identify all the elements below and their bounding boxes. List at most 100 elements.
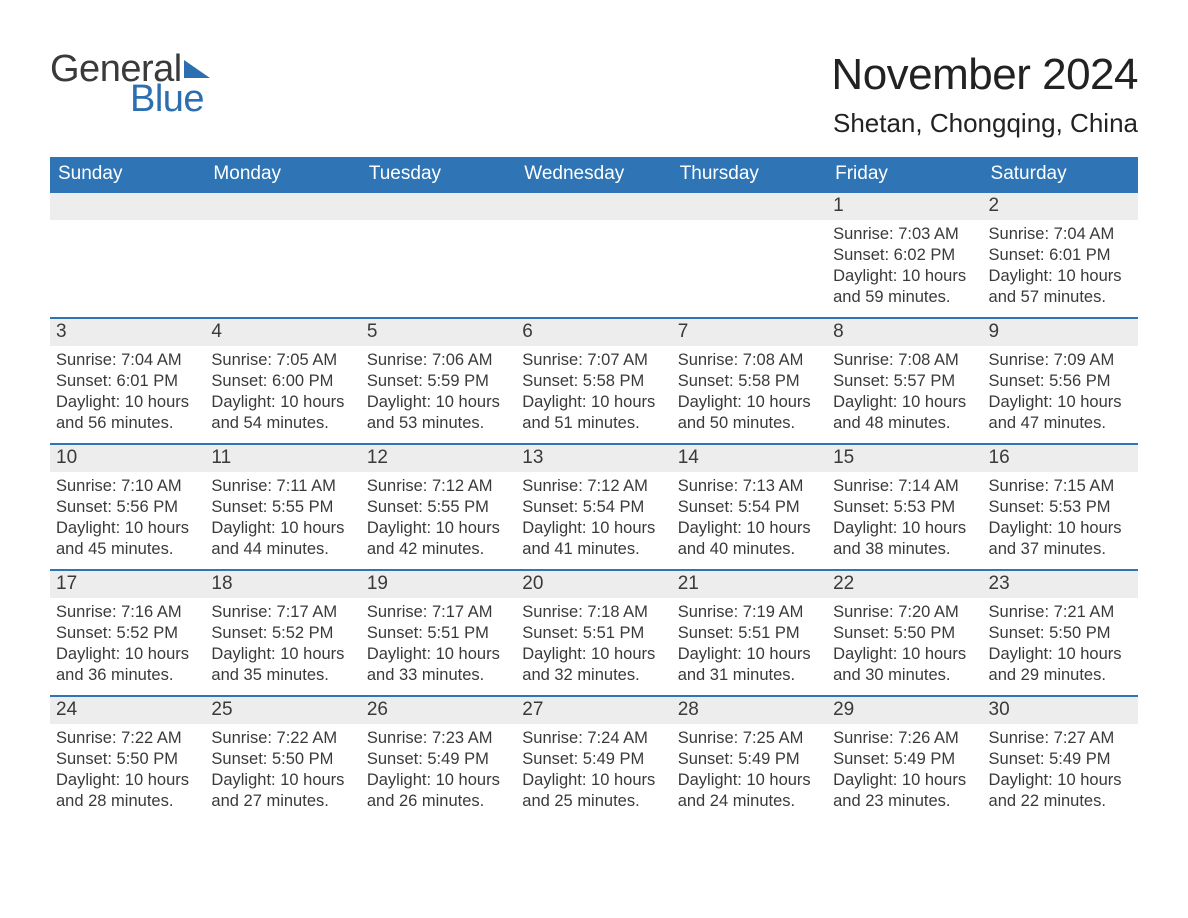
calendar-day-cell: 1Sunrise: 7:03 AMSunset: 6:02 PMDaylight… xyxy=(827,192,982,318)
calendar-day-cell: 29Sunrise: 7:26 AMSunset: 5:49 PMDayligh… xyxy=(827,696,982,822)
daylight-line: Daylight: 10 hours and 38 minutes. xyxy=(833,518,976,560)
day-number: 26 xyxy=(361,697,516,724)
sunset-line: Sunset: 5:53 PM xyxy=(833,497,976,518)
day-number: 18 xyxy=(205,571,360,598)
day-body: Sunrise: 7:27 AMSunset: 5:49 PMDaylight:… xyxy=(983,724,1138,820)
day-body: Sunrise: 7:09 AMSunset: 5:56 PMDaylight:… xyxy=(983,346,1138,442)
sunset-line: Sunset: 5:57 PM xyxy=(833,371,976,392)
header: General Blue November 2024 Shetan, Chong… xyxy=(50,50,1138,139)
calendar-day-cell: 14Sunrise: 7:13 AMSunset: 5:54 PMDayligh… xyxy=(672,444,827,570)
sunset-line: Sunset: 5:55 PM xyxy=(211,497,354,518)
day-number xyxy=(50,193,205,220)
daylight-line: Daylight: 10 hours and 56 minutes. xyxy=(56,392,199,434)
calendar-week-row: 24Sunrise: 7:22 AMSunset: 5:50 PMDayligh… xyxy=(50,696,1138,822)
calendar-day-cell: 20Sunrise: 7:18 AMSunset: 5:51 PMDayligh… xyxy=(516,570,671,696)
day-number: 24 xyxy=(50,697,205,724)
calendar-day-cell: 25Sunrise: 7:22 AMSunset: 5:50 PMDayligh… xyxy=(205,696,360,822)
daylight-line: Daylight: 10 hours and 25 minutes. xyxy=(522,770,665,812)
logo: General Blue xyxy=(50,50,218,118)
day-number: 6 xyxy=(516,319,671,346)
sunset-line: Sunset: 5:50 PM xyxy=(833,623,976,644)
sunrise-line: Sunrise: 7:03 AM xyxy=(833,224,976,245)
day-body: Sunrise: 7:17 AMSunset: 5:52 PMDaylight:… xyxy=(205,598,360,694)
daylight-line: Daylight: 10 hours and 53 minutes. xyxy=(367,392,510,434)
day-body: Sunrise: 7:12 AMSunset: 5:54 PMDaylight:… xyxy=(516,472,671,568)
calendar-day-cell: 10Sunrise: 7:10 AMSunset: 5:56 PMDayligh… xyxy=(50,444,205,570)
calendar-day-cell: 2Sunrise: 7:04 AMSunset: 6:01 PMDaylight… xyxy=(983,192,1138,318)
calendar-day-cell: 27Sunrise: 7:24 AMSunset: 5:49 PMDayligh… xyxy=(516,696,671,822)
sunset-line: Sunset: 5:51 PM xyxy=(367,623,510,644)
calendar-day-cell: 24Sunrise: 7:22 AMSunset: 5:50 PMDayligh… xyxy=(50,696,205,822)
daylight-line: Daylight: 10 hours and 47 minutes. xyxy=(989,392,1132,434)
calendar-week-row: 17Sunrise: 7:16 AMSunset: 5:52 PMDayligh… xyxy=(50,570,1138,696)
calendar-day-cell: 6Sunrise: 7:07 AMSunset: 5:58 PMDaylight… xyxy=(516,318,671,444)
day-body: Sunrise: 7:18 AMSunset: 5:51 PMDaylight:… xyxy=(516,598,671,694)
calendar-week-row: 10Sunrise: 7:10 AMSunset: 5:56 PMDayligh… xyxy=(50,444,1138,570)
day-body: Sunrise: 7:12 AMSunset: 5:55 PMDaylight:… xyxy=(361,472,516,568)
sunrise-line: Sunrise: 7:08 AM xyxy=(678,350,821,371)
sunrise-line: Sunrise: 7:04 AM xyxy=(989,224,1132,245)
daylight-line: Daylight: 10 hours and 40 minutes. xyxy=(678,518,821,560)
day-body: Sunrise: 7:23 AMSunset: 5:49 PMDaylight:… xyxy=(361,724,516,820)
daylight-line: Daylight: 10 hours and 22 minutes. xyxy=(989,770,1132,812)
sunset-line: Sunset: 5:52 PM xyxy=(56,623,199,644)
day-body: Sunrise: 7:19 AMSunset: 5:51 PMDaylight:… xyxy=(672,598,827,694)
sunrise-line: Sunrise: 7:22 AM xyxy=(211,728,354,749)
calendar-day-cell: 19Sunrise: 7:17 AMSunset: 5:51 PMDayligh… xyxy=(361,570,516,696)
sunrise-line: Sunrise: 7:17 AM xyxy=(367,602,510,623)
day-number: 25 xyxy=(205,697,360,724)
day-number: 8 xyxy=(827,319,982,346)
day-number: 10 xyxy=(50,445,205,472)
sunrise-line: Sunrise: 7:06 AM xyxy=(367,350,510,371)
sunset-line: Sunset: 5:49 PM xyxy=(367,749,510,770)
day-number xyxy=(516,193,671,220)
sunset-line: Sunset: 5:50 PM xyxy=(989,623,1132,644)
sunrise-line: Sunrise: 7:12 AM xyxy=(367,476,510,497)
day-number: 27 xyxy=(516,697,671,724)
daylight-line: Daylight: 10 hours and 37 minutes. xyxy=(989,518,1132,560)
day-number: 29 xyxy=(827,697,982,724)
calendar-day-cell: 28Sunrise: 7:25 AMSunset: 5:49 PMDayligh… xyxy=(672,696,827,822)
day-number: 14 xyxy=(672,445,827,472)
sunrise-line: Sunrise: 7:16 AM xyxy=(56,602,199,623)
sunset-line: Sunset: 5:49 PM xyxy=(678,749,821,770)
daylight-line: Daylight: 10 hours and 24 minutes. xyxy=(678,770,821,812)
day-number: 13 xyxy=(516,445,671,472)
daylight-line: Daylight: 10 hours and 45 minutes. xyxy=(56,518,199,560)
sunset-line: Sunset: 5:54 PM xyxy=(678,497,821,518)
day-body: Sunrise: 7:05 AMSunset: 6:00 PMDaylight:… xyxy=(205,346,360,442)
calendar-day-cell xyxy=(361,192,516,318)
calendar-day-cell: 3Sunrise: 7:04 AMSunset: 6:01 PMDaylight… xyxy=(50,318,205,444)
day-body: Sunrise: 7:16 AMSunset: 5:52 PMDaylight:… xyxy=(50,598,205,694)
calendar-day-cell: 11Sunrise: 7:11 AMSunset: 5:55 PMDayligh… xyxy=(205,444,360,570)
day-number: 20 xyxy=(516,571,671,598)
sunset-line: Sunset: 5:50 PM xyxy=(56,749,199,770)
calendar-day-cell: 8 Sunrise: 7:08 AMSunset: 5:57 PMDaylight… xyxy=(827,318,982,444)
day-number: 16 xyxy=(983,445,1138,472)
daylight-line: Daylight: 10 hours and 44 minutes. xyxy=(211,518,354,560)
day-body: Sunrise: 7:06 AMSunset: 5:59 PMDaylight:… xyxy=(361,346,516,442)
day-body: Sunrise: 7:10 AMSunset: 5:56 PMDaylight:… xyxy=(50,472,205,568)
daylight-line: Daylight: 10 hours and 35 minutes. xyxy=(211,644,354,686)
day-number: 21 xyxy=(672,571,827,598)
calendar-day-cell xyxy=(205,192,360,318)
sunset-line: Sunset: 5:50 PM xyxy=(211,749,354,770)
calendar-day-cell: 4Sunrise: 7:05 AMSunset: 6:00 PMDaylight… xyxy=(205,318,360,444)
calendar-day-cell: 23Sunrise: 7:21 AMSunset: 5:50 PMDayligh… xyxy=(983,570,1138,696)
sunrise-line: Sunrise: 7:08 AM xyxy=(833,350,976,371)
sunset-line: Sunset: 5:51 PM xyxy=(522,623,665,644)
day-number: 30 xyxy=(983,697,1138,724)
daylight-line: Daylight: 10 hours and 48 minutes. xyxy=(833,392,976,434)
calendar-day-cell: 12Sunrise: 7:12 AMSunset: 5:55 PMDayligh… xyxy=(361,444,516,570)
title-block: November 2024 Shetan, Chongqing, China xyxy=(831,50,1138,139)
calendar-day-cell: 17Sunrise: 7:16 AMSunset: 5:52 PMDayligh… xyxy=(50,570,205,696)
daylight-line: Daylight: 10 hours and 54 minutes. xyxy=(211,392,354,434)
day-number xyxy=(672,193,827,220)
sunset-line: Sunset: 5:53 PM xyxy=(989,497,1132,518)
day-body: Sunrise: 7:20 AMSunset: 5:50 PMDaylight:… xyxy=(827,598,982,694)
sunset-line: Sunset: 5:49 PM xyxy=(989,749,1132,770)
day-body: Sunrise: 7:04 AMSunset: 6:01 PMDaylight:… xyxy=(983,220,1138,316)
day-header: Friday xyxy=(827,157,982,192)
calendar-day-cell: 15Sunrise: 7:14 AMSunset: 5:53 PMDayligh… xyxy=(827,444,982,570)
daylight-line: Daylight: 10 hours and 30 minutes. xyxy=(833,644,976,686)
